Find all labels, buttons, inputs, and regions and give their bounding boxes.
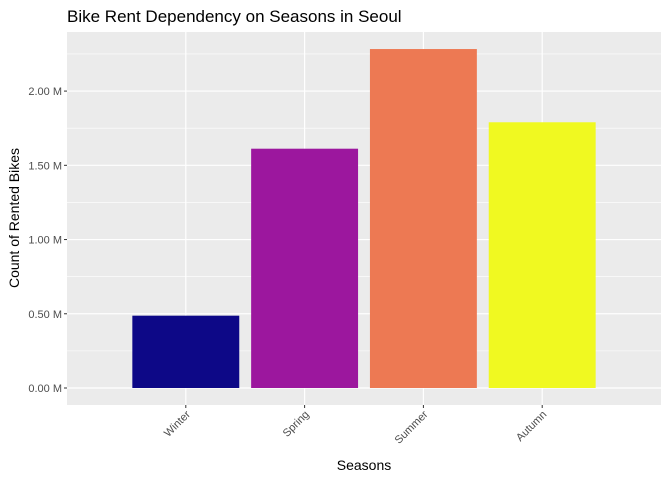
y-tick-label: 1.00 M <box>28 235 62 247</box>
x-tick-label: Winter <box>162 408 193 439</box>
y-tick-label: 0.50 M <box>28 309 62 321</box>
bar-winter <box>132 315 240 388</box>
x-tick-label: Summer <box>393 408 431 446</box>
y-tick-label: 1.50 M <box>28 160 62 172</box>
y-axis-title: Count of Rented Bikes <box>6 148 22 288</box>
bar-summer <box>369 49 477 389</box>
bars <box>132 49 596 389</box>
bar-spring <box>251 148 359 388</box>
x-tick-label: Autumn <box>514 409 549 444</box>
x-axis-title: Seasons <box>337 457 391 473</box>
chart-title: Bike Rent Dependency on Seasons in Seoul <box>67 7 402 26</box>
x-axis: Winter Spring Summer Autumn <box>162 405 549 447</box>
y-tick-label: 0.00 M <box>28 383 62 395</box>
y-tick-label: 2.00 M <box>28 86 62 98</box>
y-axis: 0.00 M 0.50 M 1.00 M 1.50 M 2.00 M <box>28 86 67 395</box>
x-tick-label: Spring <box>281 409 312 440</box>
bar-autumn <box>488 122 596 388</box>
